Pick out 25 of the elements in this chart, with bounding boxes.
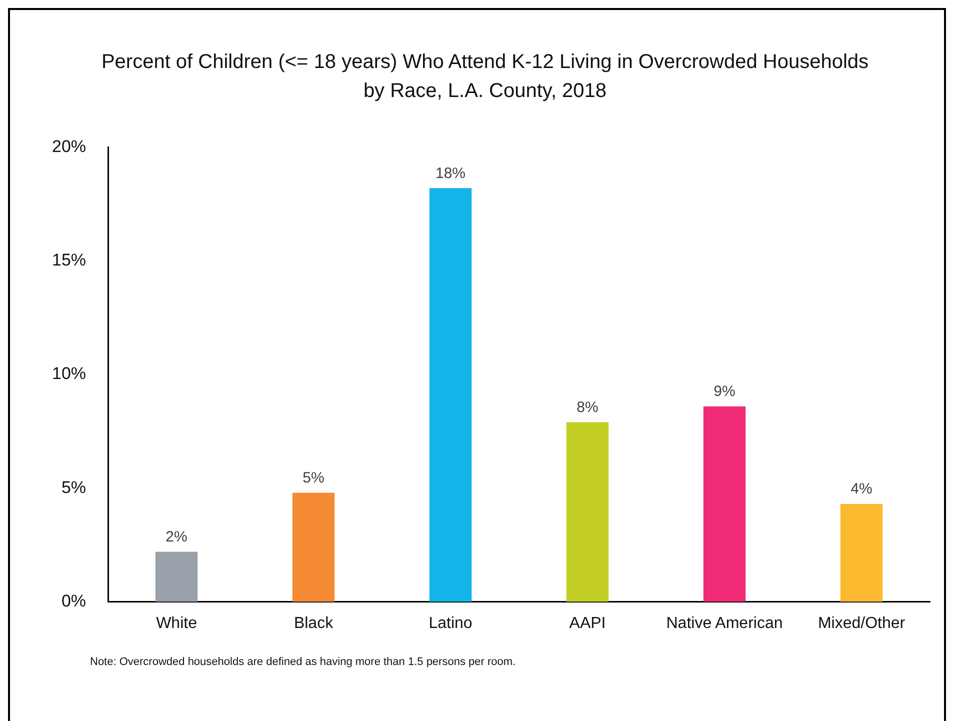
bar [429, 188, 472, 602]
text: Note: Overcrowded households are defined as having more than 1.5 persons per room. [90, 656, 516, 668]
x-tick-label: Native American [666, 614, 783, 632]
y-tick-label: 15% [52, 250, 86, 270]
y-tick-label: 0% [61, 591, 86, 610]
bar [566, 422, 609, 602]
x-tick-label: Mixed/Other [818, 614, 906, 632]
x-tick-label: Latino [428, 614, 472, 632]
data-label: 2% [166, 528, 188, 546]
data-label: 9% [714, 382, 736, 400]
bar [703, 406, 746, 602]
bar [840, 504, 883, 602]
data-label: 5% [302, 469, 324, 486]
data-label: 4% [850, 480, 872, 498]
x-tick-label: AAPI [569, 614, 606, 632]
data-label: 18% [436, 164, 466, 182]
bar [292, 492, 335, 602]
y-tick-label: 5% [61, 478, 86, 497]
x-tick-label: Black [294, 614, 334, 632]
y-tick-label: 10% [52, 364, 86, 384]
data-label: 8% [576, 398, 598, 416]
bar [155, 552, 198, 602]
y-tick-label: 20% [52, 136, 86, 156]
chart-title: Percent of Children (<= 18 years) Who Attend K-12 Living in Overcrowded Households by Race, L.A. County, 2018 [100, 50, 870, 104]
x-tick-label: White [156, 614, 198, 632]
